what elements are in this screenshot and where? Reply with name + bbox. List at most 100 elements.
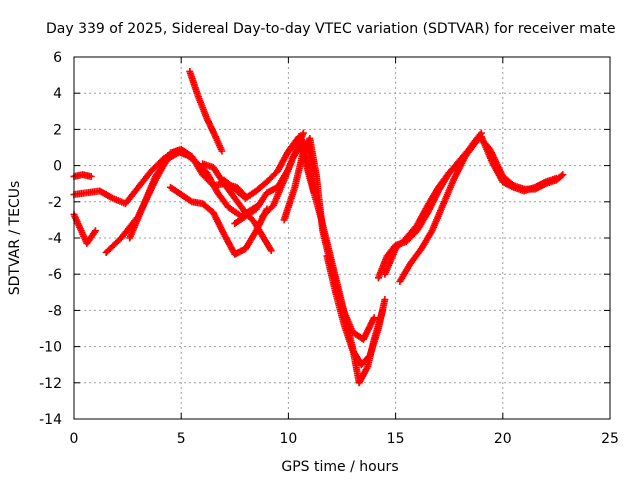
data-point-trail: [375, 254, 390, 280]
data-point-trail: [356, 364, 371, 385]
data-point-trail: [323, 254, 339, 294]
y-tick-label: -12: [39, 376, 62, 392]
chart-title: Day 339 of 2025, Sidereal Day-to-day VTE…: [46, 21, 616, 37]
data-point: [218, 147, 226, 155]
data-point-trail: [153, 156, 171, 179]
series-arc-n: [323, 252, 389, 369]
x-tick-label: 15: [387, 431, 405, 447]
data-point-trail: [414, 203, 431, 228]
data-point-trail: [204, 170, 221, 195]
series-arc-p: [381, 133, 560, 278]
data-point-trail: [317, 214, 335, 262]
data-point-trail: [84, 228, 98, 246]
data-point-trail: [232, 196, 248, 215]
data-point-trail: [179, 192, 194, 205]
y-tick-label: 6: [53, 50, 62, 66]
x-tick-label: 5: [177, 431, 186, 447]
data-point-trail: [489, 160, 506, 184]
data-point-trail: [221, 181, 238, 201]
y-tick-label: -4: [48, 231, 62, 247]
x-tick-label: 25: [601, 431, 619, 447]
x-tick-label: 10: [279, 431, 297, 447]
data-point-trail: [179, 148, 196, 163]
y-tick-label: -14: [39, 412, 62, 428]
data-point-trail: [360, 315, 377, 342]
data-point: [477, 129, 485, 137]
grid: [74, 57, 610, 419]
data-point-trail: [366, 326, 382, 358]
data-point-trail: [243, 188, 259, 201]
series-arc-g: [186, 67, 226, 155]
data-point-trail: [232, 213, 248, 226]
series-arc-e: [126, 147, 262, 242]
data-point-trail: [148, 156, 167, 174]
data-point-trail: [425, 185, 442, 208]
data-point-trail: [332, 290, 348, 327]
data-point: [87, 172, 95, 180]
y-tick-label: 4: [53, 86, 62, 102]
data-point-trail: [281, 156, 296, 182]
data-point-trail: [264, 168, 280, 185]
data-point-trail: [478, 134, 495, 164]
data-point-trail: [296, 135, 313, 180]
data-point-trail: [253, 190, 270, 211]
data-point: [559, 171, 567, 179]
data-point-trail: [243, 206, 259, 219]
data-point-trail: [127, 205, 146, 240]
data-point-trail: [306, 176, 324, 218]
data-point-trail: [200, 201, 216, 216]
data-point-trail: [404, 223, 420, 241]
data-point-trail: [260, 234, 274, 253]
y-tick-label: -10: [39, 340, 62, 356]
data-point-trail: [429, 203, 446, 233]
data-point-trail: [195, 95, 210, 121]
series-arc-a: [70, 171, 95, 180]
y-tick-label: 2: [53, 122, 62, 138]
data-point-trail: [210, 210, 227, 237]
data-point-trail: [382, 247, 399, 276]
data-point: [552, 174, 560, 182]
data-point-trail: [270, 178, 287, 208]
axis-ticks: 0 5 10 15 20 25 -14 -12 -10 -8 -6 -4 -2 0 2 4 6: [39, 50, 619, 447]
series-arc-c: [70, 210, 99, 247]
data-point-trail: [221, 232, 238, 257]
data-point-trail: [242, 228, 259, 251]
data-point: [299, 129, 307, 137]
data-point-trail: [393, 235, 409, 252]
series-arc-q: [396, 129, 485, 285]
data-point: [370, 314, 378, 322]
y-tick-label: -2: [48, 195, 62, 211]
data-point-trail: [221, 177, 237, 192]
data-point-trail: [135, 169, 154, 190]
series-arc-f: [166, 183, 271, 258]
x-axis-label: GPS time / hours: [281, 459, 398, 475]
data-point-trail: [168, 184, 184, 198]
data-point-trail: [408, 246, 424, 266]
y-tick-label: 0: [53, 159, 62, 175]
data-point-trail: [440, 178, 457, 208]
data-point-trail: [260, 203, 276, 219]
data-point-trail: [359, 353, 373, 367]
data-point-trail: [97, 188, 115, 201]
data-layer: [70, 67, 567, 387]
data-point-trail: [139, 174, 159, 209]
data-point-trail: [470, 131, 484, 146]
data-point-trail: [418, 228, 435, 251]
data-point-trail: [254, 179, 270, 194]
x-tick-label: 20: [494, 431, 512, 447]
data-point-trail: [186, 69, 202, 99]
data-point-trail: [446, 158, 463, 175]
data-point-trail: [404, 228, 420, 244]
y-tick-label: -8: [48, 303, 62, 319]
data-point-trail: [375, 297, 388, 331]
data-point-trail: [191, 157, 210, 176]
data-point-trail: [275, 149, 292, 173]
data-point-trail: [212, 134, 225, 153]
x-tick-label: 0: [70, 431, 79, 447]
data-point-trail: [436, 170, 452, 190]
series-arc-o: [374, 133, 567, 282]
data-point-trail: [450, 156, 467, 182]
data-point: [381, 296, 389, 304]
